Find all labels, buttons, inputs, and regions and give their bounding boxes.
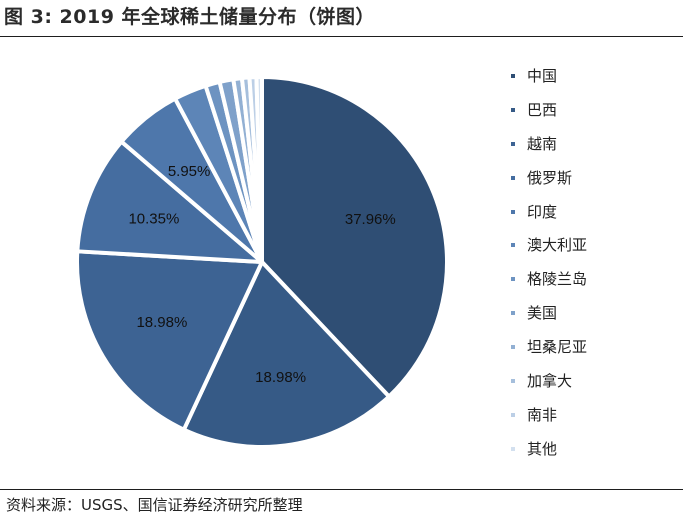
- legend-item-7: 美国: [510, 301, 675, 335]
- pie-label-2: 18.98%: [136, 314, 187, 331]
- legend-swatch-7: [511, 311, 515, 316]
- legend-item-0: 中国: [510, 64, 675, 98]
- legend-label-11: 其他: [527, 439, 558, 458]
- pie-slice-3: [75, 139, 264, 264]
- legend-item-11: 其他: [510, 437, 675, 471]
- chart-legend: 中国巴西越南俄罗斯印度澳大利亚格陵兰岛美国坦桑尼亚加拿大南非其他: [510, 64, 675, 471]
- legend-swatch-11: [511, 446, 515, 451]
- top-rule: [0, 36, 683, 37]
- legend-swatch-8: [511, 345, 515, 350]
- legend-item-10: 南非: [510, 403, 675, 437]
- legend-item-3: 俄罗斯: [510, 166, 675, 200]
- bottom-rule: [0, 489, 683, 490]
- legend-item-9: 加拿大: [510, 369, 675, 403]
- legend-label-10: 南非: [527, 405, 558, 424]
- legend-item-5: 澳大利亚: [510, 233, 675, 267]
- legend-label-5: 澳大利亚: [527, 236, 588, 255]
- legend-label-4: 印度: [527, 202, 558, 221]
- legend-label-6: 格陵兰岛: [527, 270, 588, 289]
- pie-slice-0: [260, 75, 449, 399]
- legend-swatch-4: [511, 209, 515, 214]
- pie-label-0: 37.96%: [345, 211, 396, 228]
- pie-label-1: 18.98%: [255, 369, 306, 386]
- legend-label-0: 中国: [527, 67, 558, 85]
- pie-chart: 37.96% 18.98% 18.98% 10.35% 5.95%: [75, 74, 449, 449]
- figure-title: 图 3: 2019 年全球稀土储量分布（饼图）: [4, 6, 376, 28]
- legend-label-2: 越南: [527, 134, 558, 153]
- pie-slice-1: [181, 260, 391, 449]
- legend-swatch-0: [511, 74, 515, 78]
- legend-item-2: 越南: [510, 132, 675, 166]
- pie-slice-11: [254, 74, 264, 264]
- legend-item-4: 印度: [510, 200, 675, 234]
- legend-label-7: 美国: [527, 304, 558, 323]
- legend-swatch-2: [511, 141, 515, 146]
- legend-swatch-3: [511, 175, 515, 180]
- legend-item-1: 巴西: [510, 98, 675, 132]
- legend-label-3: 俄罗斯: [527, 168, 573, 187]
- pie-slice-2: [75, 249, 264, 432]
- legend-label-1: 巴西: [527, 100, 558, 119]
- legend-item-6: 格陵兰岛: [510, 267, 675, 301]
- legend-label-9: 加拿大: [527, 372, 573, 391]
- legend-swatch-6: [511, 277, 515, 282]
- pie-label-4: 5.95%: [168, 163, 211, 180]
- legend-swatch-10: [511, 412, 515, 417]
- legend-swatch-5: [511, 243, 515, 248]
- legend-swatch-1: [511, 107, 515, 112]
- legend-swatch-9: [511, 379, 515, 384]
- legend-item-8: 坦桑尼亚: [510, 335, 675, 369]
- legend-label-8: 坦桑尼亚: [527, 338, 588, 357]
- source-note: 资料来源：USGS、国信证券经济研究所整理: [6, 496, 303, 514]
- pie-label-3: 10.35%: [128, 210, 179, 227]
